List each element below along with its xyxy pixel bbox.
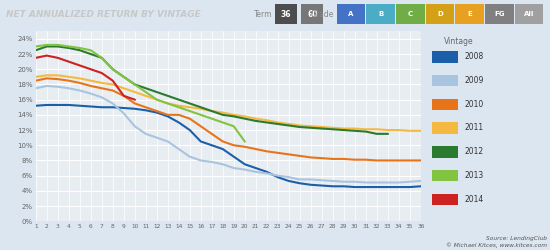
Text: Grade: Grade <box>311 10 334 19</box>
Text: 2014: 2014 <box>464 194 483 203</box>
Text: A: A <box>348 11 354 18</box>
FancyBboxPatch shape <box>275 4 297 24</box>
FancyBboxPatch shape <box>455 4 484 24</box>
Text: 2009: 2009 <box>464 76 483 85</box>
Bar <box>432 146 458 158</box>
Text: Term: Term <box>254 10 272 19</box>
Bar <box>432 99 458 110</box>
Text: Source: LendingClub
© Michael Kitces, www.kitces.com: Source: LendingClub © Michael Kitces, ww… <box>446 236 547 248</box>
Text: Vintage: Vintage <box>444 37 474 46</box>
Text: All: All <box>524 11 534 18</box>
Text: 36: 36 <box>280 10 292 19</box>
FancyBboxPatch shape <box>337 4 365 24</box>
Text: 2013: 2013 <box>464 171 483 180</box>
Text: 2008: 2008 <box>464 52 483 61</box>
Bar <box>432 194 458 205</box>
Text: 2011: 2011 <box>464 123 483 132</box>
Text: NET ANNUALIZED RETURN BY VINTAGE: NET ANNUALIZED RETURN BY VINTAGE <box>6 10 200 19</box>
Bar <box>432 122 458 134</box>
FancyBboxPatch shape <box>485 4 514 24</box>
Bar <box>432 51 458 62</box>
Text: B: B <box>378 11 383 18</box>
FancyBboxPatch shape <box>396 4 425 24</box>
Bar <box>432 170 458 181</box>
FancyBboxPatch shape <box>301 4 323 24</box>
Text: 60: 60 <box>307 10 318 19</box>
Text: E: E <box>468 11 472 18</box>
FancyBboxPatch shape <box>426 4 454 24</box>
Text: 2010: 2010 <box>464 100 483 108</box>
Text: C: C <box>408 11 413 18</box>
FancyBboxPatch shape <box>366 4 395 24</box>
FancyBboxPatch shape <box>515 4 543 24</box>
Text: FG: FG <box>494 11 505 18</box>
Text: D: D <box>437 11 443 18</box>
Text: 2012: 2012 <box>464 147 483 156</box>
Bar <box>432 75 458 86</box>
